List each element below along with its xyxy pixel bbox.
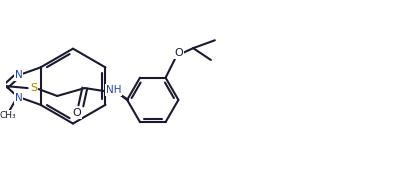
Text: CH₃: CH₃ <box>0 111 16 120</box>
Text: N: N <box>15 93 22 102</box>
Text: S: S <box>30 83 37 93</box>
Text: NH: NH <box>105 85 121 95</box>
Text: O: O <box>174 48 182 58</box>
Text: N: N <box>15 70 22 80</box>
Text: O: O <box>72 108 81 118</box>
